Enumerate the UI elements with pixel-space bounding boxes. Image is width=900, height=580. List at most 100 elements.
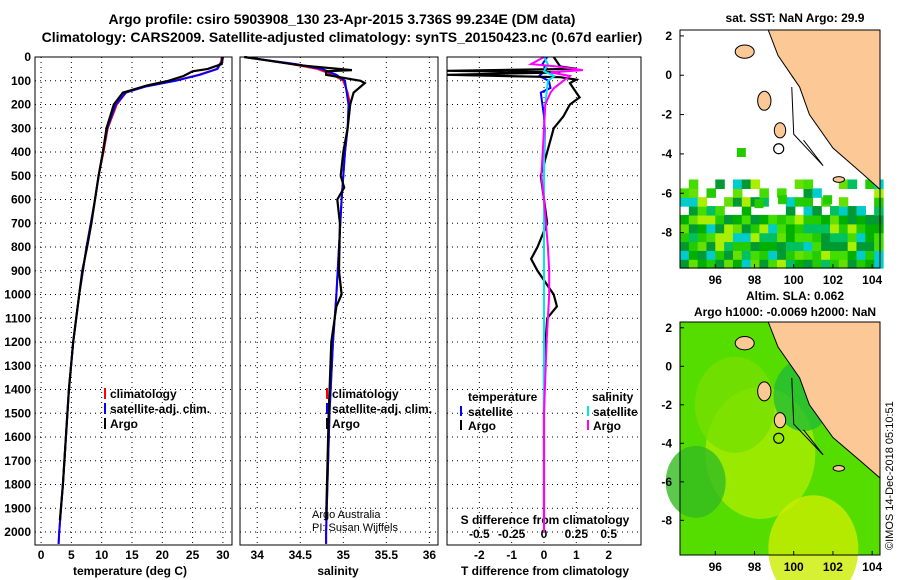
sst_map-cell <box>812 241 822 251</box>
sst_map-cell <box>874 188 884 198</box>
depth-tick-label: 1300 <box>4 359 31 373</box>
sst_map-cell <box>777 232 787 243</box>
sla_map-ytick-label: -8 <box>661 513 672 527</box>
sst_map-cell <box>856 214 866 225</box>
sla_map-xtick-label: 96 <box>709 560 723 574</box>
sal-panel: 34 34.5 35 35.5 36 climatologysatellite-adj. … <box>239 55 439 562</box>
sst_map-cell <box>794 232 805 243</box>
sst_map-cell <box>768 223 778 234</box>
temp-legend-label: climatology <box>110 387 177 401</box>
sal-plot-frame <box>239 56 439 546</box>
sst_map-cell <box>706 250 716 260</box>
sla_map-ytick-label: -4 <box>661 436 672 450</box>
diff-x2label: S difference from climatology <box>461 513 630 527</box>
sal-xtick-label: 35.5 <box>375 548 399 562</box>
sla_map-ytick-label: 0 <box>665 359 672 373</box>
temp-series-argo <box>58 56 224 521</box>
sst_map-frame <box>679 29 881 269</box>
sst_map-cell <box>680 241 690 251</box>
diff-xtick-label: -1 <box>506 548 517 562</box>
sal-xtick-label: 36 <box>423 548 437 562</box>
sla_map-ytick-label: -2 <box>661 398 672 412</box>
s-diff-tick-label: 0.5 <box>600 527 617 541</box>
diff-plot-frame <box>446 56 642 546</box>
legend-t-label: satellite <box>468 405 513 419</box>
sla_map-island <box>757 381 772 402</box>
sst_map-cell <box>768 232 778 243</box>
sst_map-cell <box>865 250 875 260</box>
sst_map-cell <box>794 223 805 234</box>
sst_map-cell <box>680 197 690 207</box>
sst_map-cell <box>706 206 716 216</box>
sst_map-cell <box>803 232 814 243</box>
temp-series-satellite-adj-clim- <box>57 56 224 544</box>
sst_map-cell <box>732 214 743 225</box>
temp-xtick-label: 20 <box>156 548 170 562</box>
sst_map-cell <box>724 250 734 260</box>
depth-tick-label: 1100 <box>5 311 31 325</box>
sst_map-cell <box>724 214 734 225</box>
sla_map-xtick-label: 100 <box>784 560 804 574</box>
sst_map-cell <box>847 223 858 234</box>
sla_map-sla-field <box>768 495 859 580</box>
sst_map-contour <box>791 87 824 167</box>
sst_map-cell <box>856 250 866 260</box>
sst_map-cell <box>759 232 769 243</box>
s-diff-tick-label: -0.5 <box>469 527 490 541</box>
sst_map-cell <box>838 197 849 207</box>
sst_map-cell <box>715 259 725 269</box>
sst_map-ytick-label: -6 <box>661 186 672 200</box>
diff-series-t-argo <box>446 56 582 521</box>
sst_map-cell <box>759 214 769 225</box>
sla_map-island <box>832 464 846 472</box>
sst_map-ytick-label: -2 <box>661 108 672 122</box>
sst_map-cell <box>706 232 716 243</box>
sst_map-cell <box>750 241 761 251</box>
temp-legend-label: satellite-adj. clim. <box>110 402 210 416</box>
sst_map: 96 98 100 102 104 2 0 -2 -4 -6 -8 <box>661 29 884 287</box>
sst_map-cell <box>821 259 831 269</box>
sla_map-frame <box>679 321 881 556</box>
sst_map-cell <box>736 148 746 158</box>
sst_map-cell <box>856 223 866 234</box>
sst_map-cell <box>785 259 796 269</box>
sst_map-cell <box>823 195 833 205</box>
sst_map-cell <box>777 241 787 251</box>
sst_map-cell <box>697 206 708 216</box>
sst_map-cell <box>724 232 734 243</box>
depth-tick-label: 800 <box>11 240 31 254</box>
sst_map-cell <box>812 250 822 260</box>
sst_map-cell <box>750 214 761 225</box>
depth-tick-label: 300 <box>11 121 31 135</box>
sst_map-cell <box>741 259 752 269</box>
sst_map-cell <box>732 250 743 260</box>
s-diff-tick-label: -0.25 <box>498 527 526 541</box>
sst_map-cell <box>847 241 858 251</box>
sst_map-cell <box>838 259 849 269</box>
sst_map-cell <box>750 250 761 260</box>
depth-tick-label: 1400 <box>4 383 31 397</box>
sst_map-cell <box>856 259 866 269</box>
sst_map-cell <box>778 195 788 205</box>
sst_map-cell <box>874 197 884 207</box>
sst_map-xtick-label: 96 <box>709 273 723 287</box>
sst_map-cell <box>680 188 690 198</box>
sst_map-cell <box>754 199 764 209</box>
sst_map-cell <box>688 250 699 260</box>
sst_map-cell <box>847 259 858 269</box>
sst_map-cell <box>821 232 831 243</box>
sst_map-cell <box>697 197 708 207</box>
temp-panel: 0 5 10 15 20 25 300100200300400500600700800900… <box>4 50 233 562</box>
sst_map-island <box>734 44 755 59</box>
sst_map-cell <box>812 223 822 234</box>
sst_map-cell <box>741 232 752 243</box>
sal-xtick-label: 35 <box>337 548 351 562</box>
sst_map-cell <box>794 250 805 260</box>
depth-tick-label: 100 <box>11 74 31 88</box>
sst_map-cell <box>688 188 699 198</box>
sst_map-cell <box>794 197 805 207</box>
sst_map-cell <box>777 259 787 269</box>
sst_map-cell <box>874 223 884 234</box>
diff-panel: -2 -1 0 1 2 -0.5 -0.25 0 0.25 0.5 <box>446 56 642 562</box>
timestamp-stamp: ©IMOS 14-Dec-2018 05:10:51 <box>884 401 896 550</box>
